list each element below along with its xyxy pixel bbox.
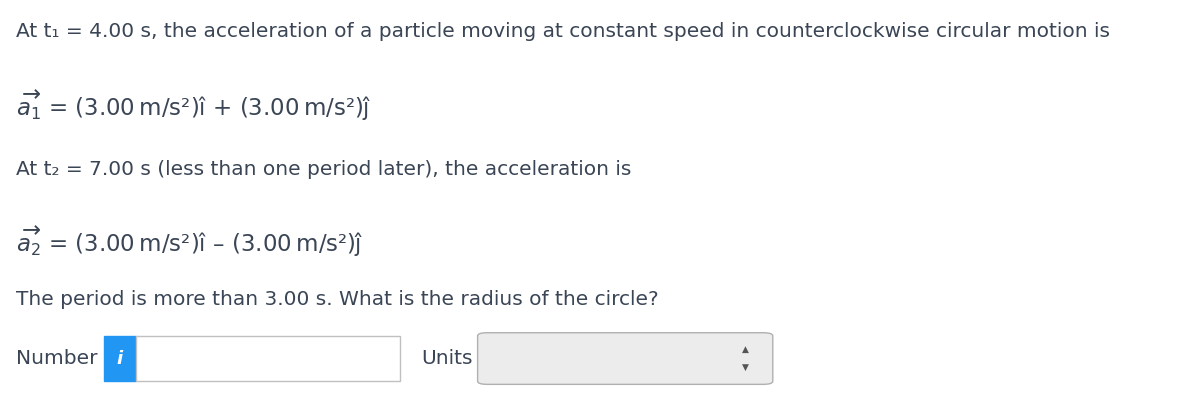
Text: At t₁ = 4.00 s, the acceleration of a particle moving at constant speed in count: At t₁ = 4.00 s, the acceleration of a pa…: [16, 22, 1110, 41]
Text: $\overrightarrow{a_1}$ = (3.00 m/s²)î + (3.00 m/s²)ĵ: $\overrightarrow{a_1}$ = (3.00 m/s²)î + …: [16, 89, 371, 123]
Text: ▲: ▲: [742, 346, 749, 354]
Text: Number: Number: [16, 349, 97, 368]
Text: Units: Units: [421, 349, 473, 368]
Text: ▼: ▼: [742, 363, 749, 372]
Text: i: i: [116, 349, 124, 368]
FancyBboxPatch shape: [136, 336, 400, 381]
Text: The period is more than 3.00 s. What is the radius of the circle?: The period is more than 3.00 s. What is …: [16, 290, 659, 309]
FancyBboxPatch shape: [104, 336, 136, 381]
Text: $\overrightarrow{a_2}$ = (3.00 m/s²)î – (3.00 m/s²)ĵ: $\overrightarrow{a_2}$ = (3.00 m/s²)î – …: [16, 225, 362, 259]
Text: At t₂ = 7.00 s (less than one period later), the acceleration is: At t₂ = 7.00 s (less than one period lat…: [16, 160, 631, 178]
FancyBboxPatch shape: [478, 333, 773, 385]
